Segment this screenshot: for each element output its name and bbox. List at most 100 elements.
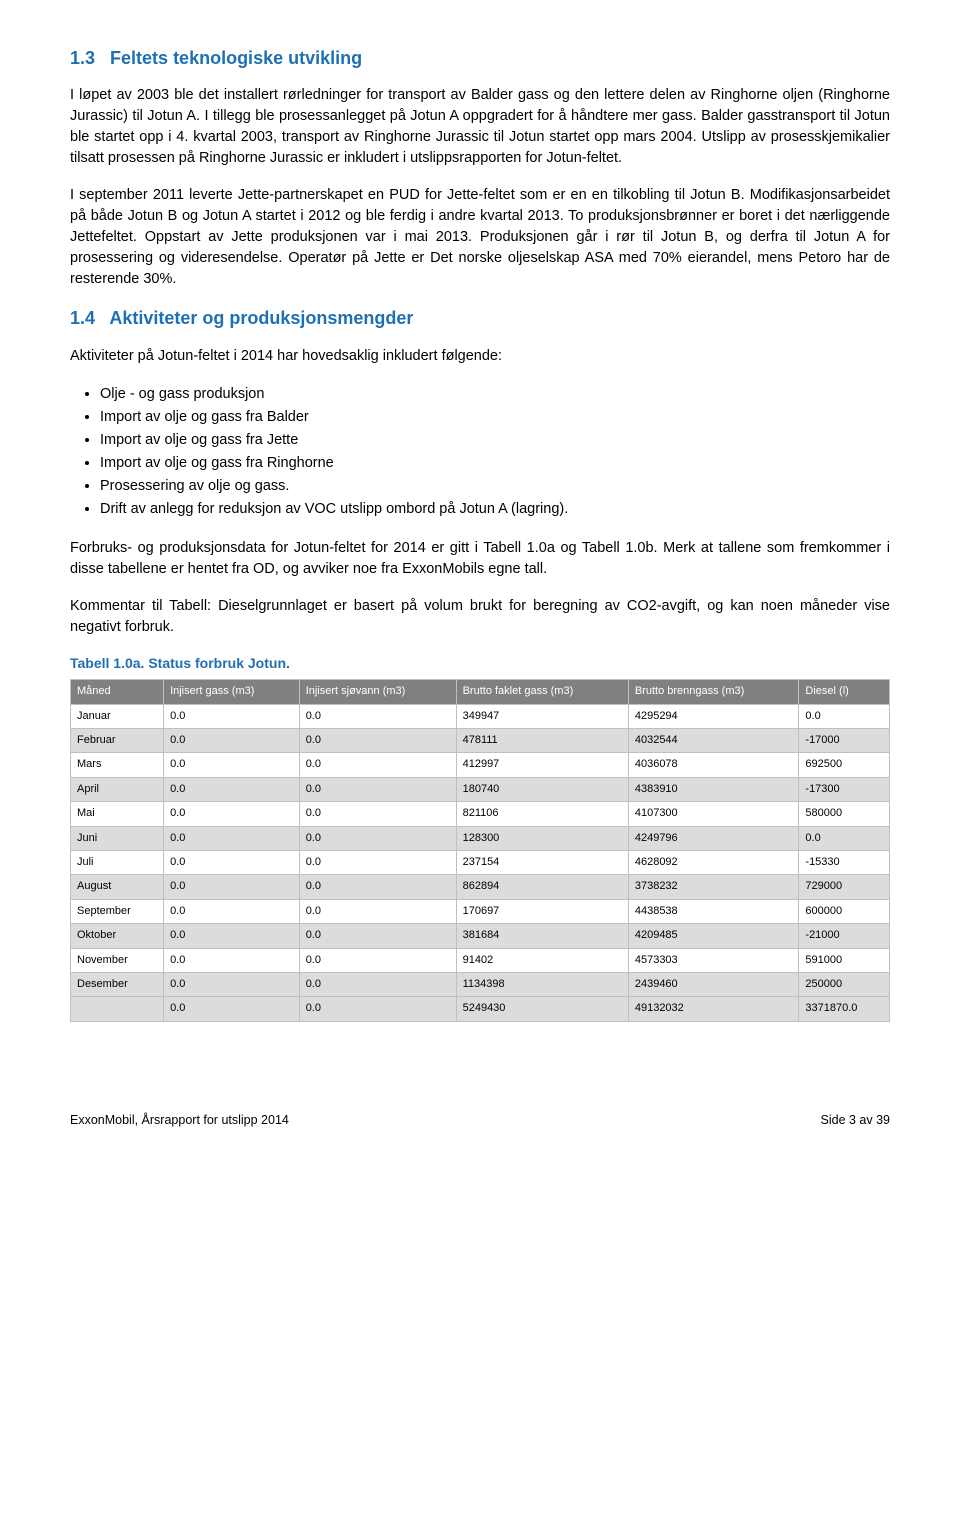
table-cell: 4107300 bbox=[628, 802, 799, 826]
table-cell: 170697 bbox=[456, 899, 628, 923]
list-item: Prosessering av olje og gass. bbox=[100, 475, 890, 498]
table-cell: 0.0 bbox=[299, 948, 456, 972]
table-header-cell: Måned bbox=[71, 680, 164, 704]
table-cell: 237154 bbox=[456, 851, 628, 875]
table-cell: 0.0 bbox=[299, 899, 456, 923]
body-paragraph: Kommentar til Tabell: Dieselgrunnlaget e… bbox=[70, 596, 890, 638]
table-row: September0.00.01706974438538600000 bbox=[71, 899, 890, 923]
table-cell: -15330 bbox=[799, 851, 890, 875]
footer-left: ExxonMobil, Årsrapport for utslipp 2014 bbox=[70, 1112, 289, 1130]
table-cell: 0.0 bbox=[299, 924, 456, 948]
table-cell: 0.0 bbox=[799, 826, 890, 850]
table-header-cell: Brutto faklet gass (m3) bbox=[456, 680, 628, 704]
table-cell: 0.0 bbox=[164, 777, 300, 801]
table-cell: 381684 bbox=[456, 924, 628, 948]
table-cell: 3738232 bbox=[628, 875, 799, 899]
table-row: Februar0.00.04781114032544-17000 bbox=[71, 729, 890, 753]
table-cell: 180740 bbox=[456, 777, 628, 801]
table-cell bbox=[71, 997, 164, 1021]
table-cell: -17000 bbox=[799, 729, 890, 753]
table-cell: -21000 bbox=[799, 924, 890, 948]
table-cell: Desember bbox=[71, 973, 164, 997]
table-cell: Mars bbox=[71, 753, 164, 777]
table-cell: 2439460 bbox=[628, 973, 799, 997]
table-cell: 0.0 bbox=[299, 777, 456, 801]
table-row: April0.00.01807404383910-17300 bbox=[71, 777, 890, 801]
table-header-cell: Injisert sjøvann (m3) bbox=[299, 680, 456, 704]
table-cell: 3371870.0 bbox=[799, 997, 890, 1021]
table-cell: Juni bbox=[71, 826, 164, 850]
table-cell: 4438538 bbox=[628, 899, 799, 923]
table-cell: 4295294 bbox=[628, 704, 799, 728]
table-cell: 0.0 bbox=[299, 875, 456, 899]
list-item: Import av olje og gass fra Jette bbox=[100, 429, 890, 452]
table-cell: 0.0 bbox=[299, 704, 456, 728]
body-paragraph: Aktiviteter på Jotun-feltet i 2014 har h… bbox=[70, 346, 890, 367]
table-cell: 0.0 bbox=[299, 997, 456, 1021]
list-item: Olje - og gass produksjon bbox=[100, 383, 890, 406]
list-item: Import av olje og gass fra Balder bbox=[100, 406, 890, 429]
table-row: August0.00.08628943738232729000 bbox=[71, 875, 890, 899]
table-cell: 591000 bbox=[799, 948, 890, 972]
table-cell: Februar bbox=[71, 729, 164, 753]
table-cell: 0.0 bbox=[299, 753, 456, 777]
table-cell: 0.0 bbox=[299, 973, 456, 997]
table-cell: Oktober bbox=[71, 924, 164, 948]
body-paragraph: I løpet av 2003 ble det installert rørle… bbox=[70, 85, 890, 169]
table-cell: 4573303 bbox=[628, 948, 799, 972]
table-row: Juni0.00.012830042497960.0 bbox=[71, 826, 890, 850]
table-cell: 0.0 bbox=[164, 899, 300, 923]
section-heading-1-4: 1.4 Aktiviteter og produksjonsmengder bbox=[70, 306, 890, 331]
table-cell: 0.0 bbox=[164, 753, 300, 777]
table-cell: 692500 bbox=[799, 753, 890, 777]
table-cell: November bbox=[71, 948, 164, 972]
table-cell: -17300 bbox=[799, 777, 890, 801]
table-cell: 821106 bbox=[456, 802, 628, 826]
section-title: Feltets teknologiske utvikling bbox=[110, 48, 362, 68]
table-cell: 1134398 bbox=[456, 973, 628, 997]
table-cell: 0.0 bbox=[164, 948, 300, 972]
table-cell: 0.0 bbox=[299, 826, 456, 850]
table-cell: 412997 bbox=[456, 753, 628, 777]
footer-right: Side 3 av 39 bbox=[821, 1112, 891, 1130]
section-title: Aktiviteter og produksjonsmengder bbox=[109, 308, 413, 328]
table-cell: 0.0 bbox=[164, 924, 300, 948]
table-cell: 349947 bbox=[456, 704, 628, 728]
table-cell: 49132032 bbox=[628, 997, 799, 1021]
table-cell: 128300 bbox=[456, 826, 628, 850]
status-table: Måned Injisert gass (m3) Injisert sjøvan… bbox=[70, 679, 890, 1021]
table-header-cell: Injisert gass (m3) bbox=[164, 680, 300, 704]
table-cell: 5249430 bbox=[456, 997, 628, 1021]
table-cell: 4383910 bbox=[628, 777, 799, 801]
table-cell: Juli bbox=[71, 851, 164, 875]
table-header-cell: Brutto brenngass (m3) bbox=[628, 680, 799, 704]
table-caption: Tabell 1.0a. Status forbruk Jotun. bbox=[70, 654, 890, 674]
table-cell: 862894 bbox=[456, 875, 628, 899]
table-cell: 4628092 bbox=[628, 851, 799, 875]
table-cell: 4036078 bbox=[628, 753, 799, 777]
page-footer: ExxonMobil, Årsrapport for utslipp 2014 … bbox=[70, 1112, 890, 1130]
section-number: 1.4 bbox=[70, 308, 95, 328]
table-cell: April bbox=[71, 777, 164, 801]
table-row: Oktober0.00.03816844209485-21000 bbox=[71, 924, 890, 948]
table-cell: 0.0 bbox=[164, 826, 300, 850]
bullet-list: Olje - og gass produksjon Import av olje… bbox=[100, 383, 890, 522]
section-number: 1.3 bbox=[70, 48, 95, 68]
table-header-cell: Diesel (l) bbox=[799, 680, 890, 704]
table-cell: 0.0 bbox=[164, 973, 300, 997]
table-cell: 478111 bbox=[456, 729, 628, 753]
table-row: Desember0.00.011343982439460250000 bbox=[71, 973, 890, 997]
table-cell: 0.0 bbox=[299, 851, 456, 875]
table-row: 0.00.05249430491320323371870.0 bbox=[71, 997, 890, 1021]
table-cell: 0.0 bbox=[164, 851, 300, 875]
table-cell: 4209485 bbox=[628, 924, 799, 948]
table-cell: 0.0 bbox=[164, 875, 300, 899]
section-heading-1-3: 1.3 Feltets teknologiske utvikling bbox=[70, 46, 890, 71]
table-cell: 0.0 bbox=[164, 704, 300, 728]
body-paragraph: I september 2011 leverte Jette-partnersk… bbox=[70, 185, 890, 290]
table-cell: August bbox=[71, 875, 164, 899]
table-cell: 91402 bbox=[456, 948, 628, 972]
table-cell: 0.0 bbox=[164, 997, 300, 1021]
table-cell: 580000 bbox=[799, 802, 890, 826]
table-row: Juli0.00.02371544628092-15330 bbox=[71, 851, 890, 875]
